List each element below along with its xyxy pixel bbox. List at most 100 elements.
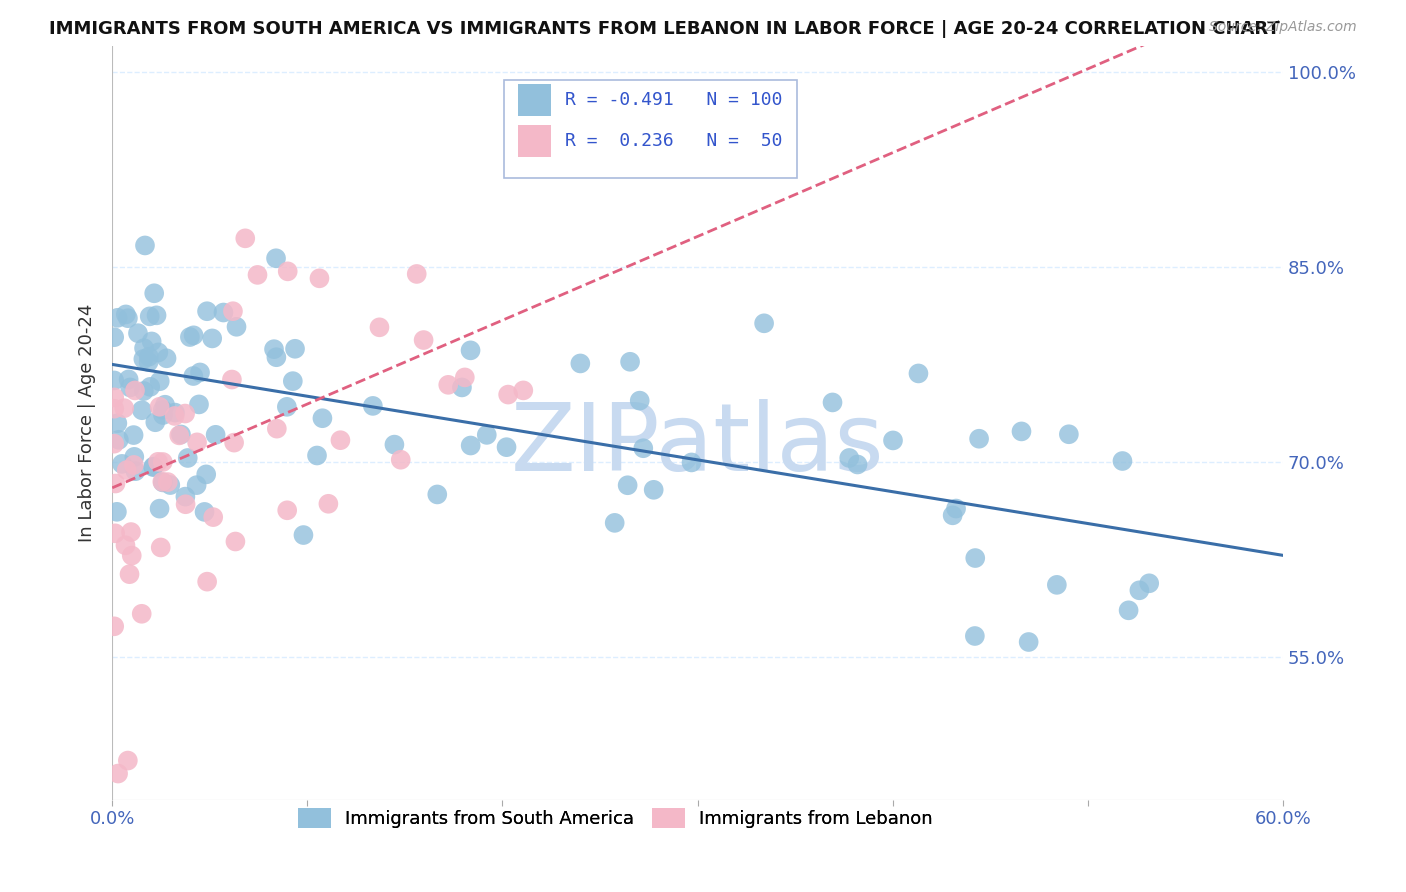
Point (204, 427, 226, 442)
Point (643, 483, 665, 497)
Point (224, 534, 246, 549)
Point (277, 264, 299, 278)
Point (149, 374, 172, 388)
Point (821, 395, 844, 409)
Point (107, 310, 129, 325)
Point (179, 330, 201, 344)
FancyBboxPatch shape (505, 80, 797, 178)
Point (155, 351, 177, 366)
Point (114, 538, 136, 552)
Point (124, 464, 146, 478)
Point (384, 437, 406, 451)
Point (120, 380, 142, 394)
Point (405, 267, 427, 281)
Point (264, 252, 287, 266)
Point (1046, 578, 1069, 592)
Point (152, 408, 174, 422)
Point (186, 435, 208, 450)
Point (174, 407, 197, 421)
FancyBboxPatch shape (519, 125, 551, 157)
Point (225, 319, 247, 334)
Point (107, 766, 129, 780)
Point (115, 463, 138, 477)
Point (202, 510, 225, 524)
Point (120, 524, 142, 539)
Point (114, 307, 136, 321)
Point (152, 475, 174, 490)
Point (159, 478, 181, 492)
Point (121, 549, 143, 563)
Point (105, 505, 128, 519)
Point (967, 432, 990, 446)
Point (495, 440, 517, 454)
Point (163, 406, 186, 420)
Point (132, 341, 155, 355)
Point (619, 355, 641, 369)
Point (222, 304, 245, 318)
Point (284, 342, 307, 356)
Point (426, 487, 449, 501)
Point (361, 399, 384, 413)
Text: R = -0.491   N = 100: R = -0.491 N = 100 (565, 91, 783, 109)
Point (103, 330, 125, 344)
Point (221, 372, 243, 386)
Point (451, 380, 474, 394)
Point (127, 326, 149, 341)
Point (122, 428, 145, 442)
Point (276, 400, 298, 414)
Point (1057, 427, 1080, 442)
Point (103, 401, 125, 416)
Point (141, 334, 163, 349)
Point (460, 343, 482, 358)
Point (389, 452, 412, 467)
Point (681, 455, 703, 469)
Point (846, 458, 869, 472)
Text: R =  0.236   N =  50: R = 0.236 N = 50 (565, 132, 783, 150)
Point (186, 478, 208, 492)
Point (146, 455, 169, 469)
Point (246, 268, 269, 282)
Point (149, 541, 172, 555)
Point (460, 438, 482, 452)
Point (195, 574, 218, 589)
Point (193, 505, 215, 519)
Point (633, 441, 655, 455)
Point (174, 490, 197, 504)
Point (117, 311, 139, 326)
FancyBboxPatch shape (519, 84, 551, 116)
Point (177, 450, 200, 465)
Point (224, 435, 246, 450)
Point (145, 309, 167, 323)
Point (281, 374, 304, 388)
Point (149, 400, 172, 414)
Point (105, 417, 128, 431)
Point (454, 370, 477, 384)
Point (134, 238, 156, 252)
Point (368, 320, 391, 334)
Point (143, 415, 166, 429)
Y-axis label: In Labor Force | Age 20-24: In Labor Force | Age 20-24 (79, 303, 96, 542)
Point (475, 428, 498, 442)
Point (195, 467, 218, 482)
Point (195, 304, 218, 318)
Point (132, 351, 155, 366)
Point (276, 503, 298, 517)
Point (138, 310, 160, 324)
Point (152, 455, 174, 469)
Point (132, 384, 155, 398)
Point (156, 475, 179, 489)
Point (292, 528, 315, 542)
Point (103, 436, 125, 450)
Point (201, 331, 224, 345)
Point (152, 403, 174, 417)
Point (882, 434, 904, 448)
Point (1011, 425, 1033, 439)
Point (138, 355, 160, 369)
Point (318, 497, 340, 511)
Point (111, 457, 134, 471)
Point (188, 366, 211, 380)
Point (104, 526, 127, 541)
Point (569, 356, 592, 370)
Point (143, 286, 166, 301)
Point (311, 411, 333, 425)
